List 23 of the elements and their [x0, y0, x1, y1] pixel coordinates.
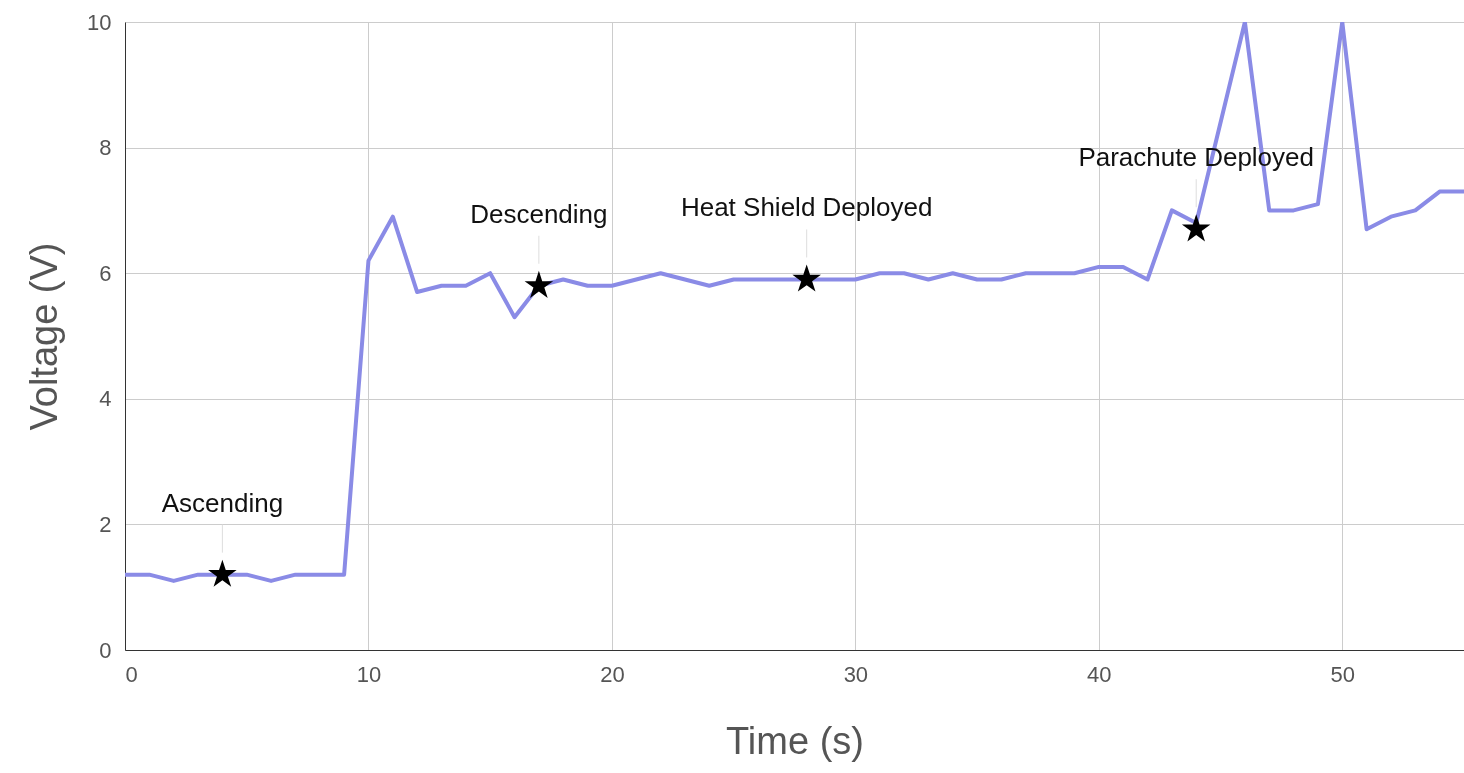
annotation: Descending: [470, 198, 608, 229]
y-tick-label: 10: [87, 9, 112, 35]
point: [792, 264, 821, 292]
x-tick-label: 40: [1087, 661, 1112, 687]
x-tick-label: 50: [1330, 661, 1356, 687]
y-tick-label: 2: [99, 511, 112, 537]
y-tick-label: 4: [99, 386, 112, 412]
point: [208, 559, 237, 587]
point: [524, 270, 554, 298]
y-tick-label: 8: [99, 135, 112, 161]
x-tick-label: 10: [356, 661, 382, 687]
annotation: Parachute Deployed: [1078, 142, 1314, 173]
x-tick-label: 20: [600, 661, 625, 687]
y-tick-label: 0: [99, 637, 112, 663]
y-axis-title: Voltage (V): [23, 242, 66, 431]
line-series: [125, 22, 1464, 583]
y-tick-label: 6: [99, 260, 112, 286]
annotation: Ascending: [161, 487, 284, 518]
x-tick-label: 0: [125, 661, 138, 687]
annotation: Heat Shield Deployed: [680, 192, 933, 223]
x-tick-label: 30: [843, 661, 869, 687]
point: [1181, 214, 1211, 242]
x-axis-title: Time (s): [726, 719, 864, 762]
